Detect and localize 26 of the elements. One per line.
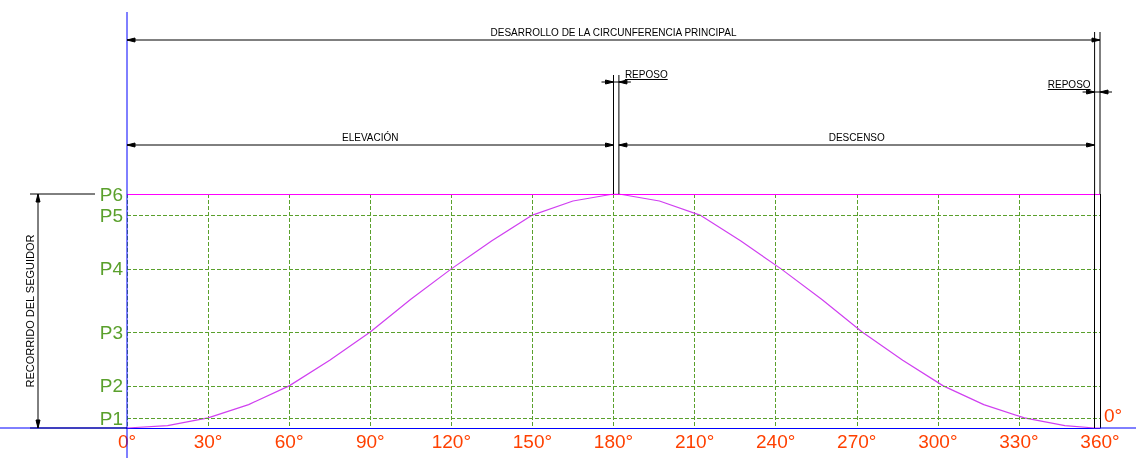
text: RECORRIDO DEL SEGUIDOR xyxy=(24,234,36,388)
x-tick-label: 240° xyxy=(756,431,796,452)
ref-line-label: P2 xyxy=(99,375,123,397)
x-tick-label: 120° xyxy=(431,431,471,452)
ref-line-label: P1 xyxy=(99,408,123,430)
x-tick-label: 30° xyxy=(193,431,223,452)
x-tick-label: 360° xyxy=(1080,431,1120,452)
ref-line-label: P6 xyxy=(99,183,123,205)
x-tick-label: 150° xyxy=(512,431,553,452)
ref-line-label: P4 xyxy=(99,258,124,280)
x-tick-label: 270° xyxy=(837,431,877,452)
x-tick-label: 210° xyxy=(674,431,715,452)
text: REPOSO xyxy=(624,69,668,80)
text: DESARROLLO DE LA CIRCUNFERENCIA PRINCIPAL xyxy=(490,27,737,38)
text: ELEVACIÓN xyxy=(342,131,399,143)
ref-line-label: P5 xyxy=(99,204,123,226)
text: 0° xyxy=(1104,405,1123,426)
x-tick-label: 330° xyxy=(999,431,1039,452)
x-tick-label: 0° xyxy=(117,431,137,452)
x-tick-label: 300° xyxy=(918,431,958,452)
ref-line-label: P3 xyxy=(99,321,123,343)
text: REPOSO xyxy=(1047,79,1091,90)
x-tick-label: 180° xyxy=(593,431,634,452)
x-tick-label: 90° xyxy=(355,431,385,452)
x-tick-label: 60° xyxy=(274,431,304,452)
text: DESCENSO xyxy=(828,132,886,143)
